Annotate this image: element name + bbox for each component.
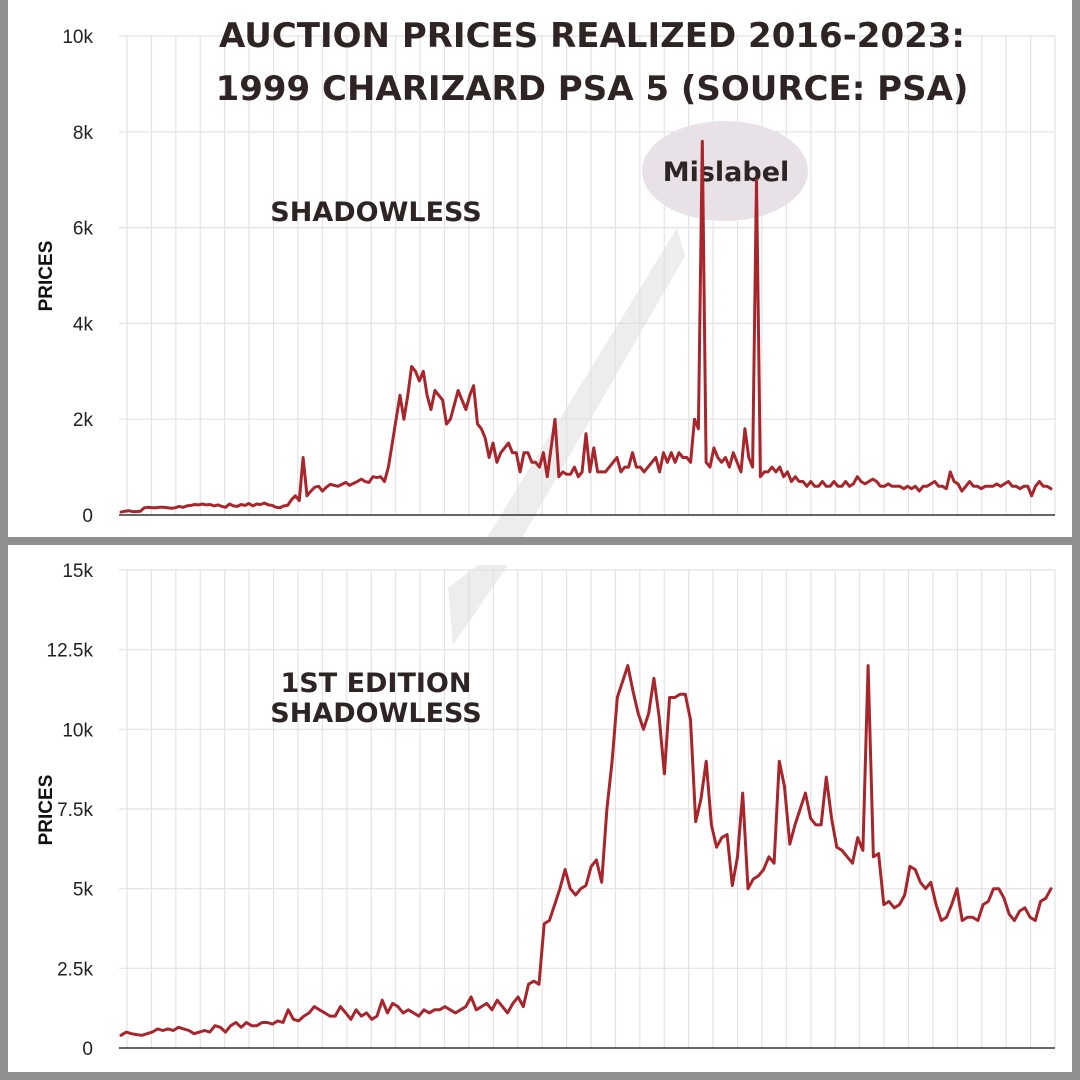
series-line-shadowless: [119, 139, 1053, 514]
first-edition-chart-panel: 0 2.5k 5k 7.5k 10k 12.5k 15k PRICES 1ST EDITIO…: [8, 545, 1072, 1072]
shadowless-chart-panel: 0 2k 4k 6k 8k 10k PRICES SHADOWLESS Mislabel …: [8, 0, 1072, 537]
watermark-arrow-icon: [448, 565, 508, 645]
y-tick-label: 12.5k: [47, 641, 94, 662]
mislabel-highlight: [642, 121, 808, 221]
y-tick-label: 10k: [62, 720, 93, 741]
grid: [119, 569, 1056, 1048]
series-line-first-edition-shadowless: [119, 664, 1053, 1037]
y-tick-label: 8k: [73, 123, 94, 144]
y-tick-label: 15k: [62, 561, 93, 582]
grid: [119, 35, 1056, 515]
y-tick-label: 7.5k: [57, 800, 93, 821]
y-axis-label: PRICES: [36, 775, 57, 846]
y-tick-label: 10k: [62, 27, 93, 48]
y-axis: 0 2k 4k 6k 8k 10k: [62, 27, 93, 527]
y-tick-label: 0: [82, 1039, 93, 1060]
mislabel-annotation: Mislabel: [663, 157, 790, 188]
watermark-arrow-icon: [487, 228, 685, 537]
y-tick-label: 2.5k: [57, 959, 93, 980]
y-tick-label: 6k: [73, 219, 94, 240]
first-edition-chart: 0 2.5k 5k 7.5k 10k 12.5k 15k PRICES 1ST EDITIO…: [36, 561, 1056, 1060]
chart-title-line-1: AUCTION PRICES REALIZED 2016-2023:: [219, 16, 965, 56]
series-label-line: SHADOWLESS: [270, 698, 481, 729]
y-axis-label: PRICES: [36, 241, 57, 312]
y-tick-label: 5k: [73, 880, 94, 901]
y-axis: 0 2.5k 5k 7.5k 10k 12.5k 15k: [47, 561, 94, 1060]
series-label-line: 1ST EDITION: [281, 668, 472, 699]
y-tick-label: 2k: [73, 410, 94, 431]
y-tick-label: 4k: [73, 314, 94, 335]
chart-title-line-2: 1999 CHARIZARD PSA 5 (SOURCE: PSA): [216, 69, 969, 109]
y-tick-label: 0: [82, 506, 93, 527]
series-label-shadowless: SHADOWLESS: [270, 197, 481, 228]
